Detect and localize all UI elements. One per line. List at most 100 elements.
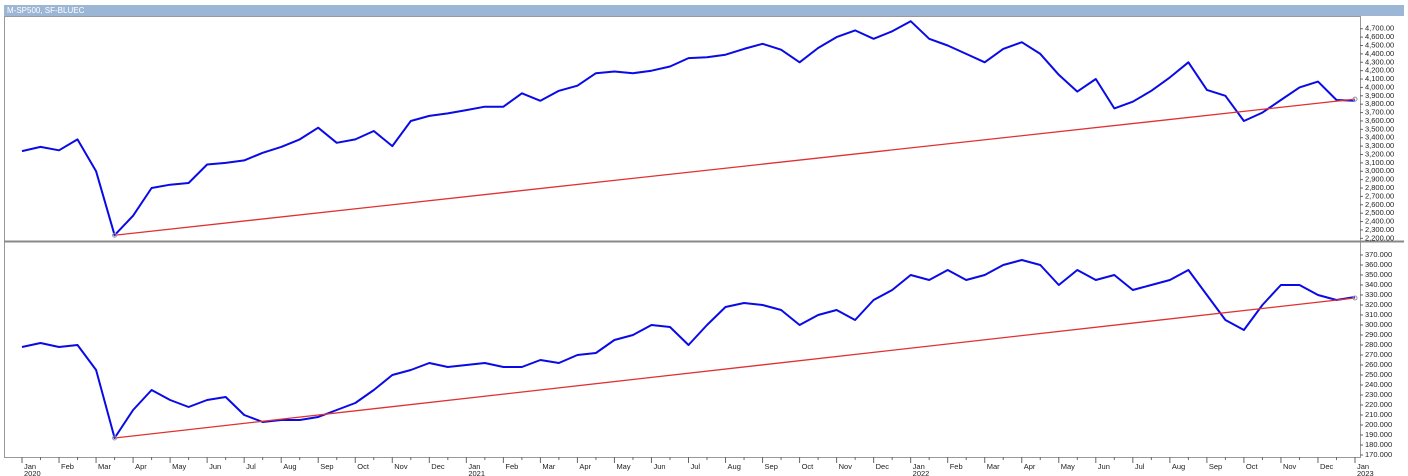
y-tick-label: 4,200.00 <box>1365 66 1394 75</box>
y-tick-label: 220.000 <box>1365 400 1392 409</box>
x-tick-label: Feb <box>61 462 74 471</box>
trend-line <box>114 297 1356 439</box>
y-tick-label: 2,600.00 <box>1365 200 1394 209</box>
x-year-label: 2020 <box>24 469 41 476</box>
y-tick-label: 360.000 <box>1365 260 1392 269</box>
y-tick-label: 2,200.00 <box>1365 233 1394 242</box>
y-tick-label: 300.000 <box>1365 320 1392 329</box>
price-line <box>21 20 1356 237</box>
chart-title: M-SP500, SF-BLUEC <box>7 6 85 15</box>
y-tick-label: 3,400.00 <box>1365 133 1394 142</box>
y-tick-label: 170.000 <box>1365 450 1392 459</box>
x-tick-label: Nov <box>394 462 408 471</box>
y-tick-label: 2,500.00 <box>1365 208 1394 217</box>
x-tick-label: Nov <box>1283 462 1297 471</box>
y-tick-label: 2,400.00 <box>1365 217 1394 226</box>
y-tick-label: 250.000 <box>1365 370 1392 379</box>
x-tick-label: Jun <box>1098 462 1110 471</box>
x-tick-label: Jun <box>653 462 665 471</box>
y-tick-label: 3,200.00 <box>1365 149 1394 158</box>
x-tick-label: Oct <box>802 462 815 471</box>
y-tick-label: 210.000 <box>1365 410 1392 419</box>
trend-line <box>114 98 1356 236</box>
y-tick-label: 3,500.00 <box>1365 124 1394 133</box>
y-tick-label: 3,100.00 <box>1365 158 1394 167</box>
price-line <box>21 259 1356 439</box>
x-tick-label: Sep <box>1209 462 1222 471</box>
y-tick-label: 4,000.00 <box>1365 82 1394 91</box>
x-tick-label: Feb <box>505 462 518 471</box>
title-bar <box>4 5 1404 16</box>
y-tick-label: 350.000 <box>1365 270 1392 279</box>
y-tick-label: 270.000 <box>1365 350 1392 359</box>
trend-anchor <box>112 232 118 238</box>
y-tick-label: 4,300.00 <box>1365 57 1394 66</box>
x-tick-label: Aug <box>728 462 741 471</box>
y-tick-label: 4,600.00 <box>1365 32 1394 41</box>
x-tick-label: Feb <box>950 462 963 471</box>
y-tick-label: 180.000 <box>1365 440 1392 449</box>
x-tick-label: Dec <box>876 462 890 471</box>
x-tick-label: Dec <box>1320 462 1334 471</box>
y-tick-label: 4,700.00 <box>1365 24 1394 33</box>
y-tick-label: 320.000 <box>1365 300 1392 309</box>
x-tick-label: Apr <box>1024 462 1036 471</box>
trend-anchor <box>1352 96 1358 102</box>
y-tick-label: 4,100.00 <box>1365 74 1394 83</box>
y-tick-label: 3,600.00 <box>1365 116 1394 125</box>
y-tick-label: 200.000 <box>1365 420 1392 429</box>
trend-anchor <box>1352 295 1358 301</box>
y-tick-label: 290.000 <box>1365 330 1392 339</box>
y-tick-label: 2,700.00 <box>1365 191 1394 200</box>
y-tick-label: 260.000 <box>1365 360 1392 369</box>
y-tick-label: 3,700.00 <box>1365 108 1394 117</box>
x-tick-label: Jan <box>1357 462 1369 471</box>
x-tick-label: Jul <box>246 462 256 471</box>
y-tick-label: 3,900.00 <box>1365 91 1394 100</box>
y-tick-label: 3,300.00 <box>1365 141 1394 150</box>
x-tick-label: Jan <box>468 462 480 471</box>
x-tick-label: Oct <box>1246 462 1259 471</box>
x-tick-label: Jun <box>209 462 221 471</box>
y-tick-label: 2,900.00 <box>1365 175 1394 184</box>
y-tick-label: 310.000 <box>1365 310 1392 319</box>
y-tick-label: 330.000 <box>1365 290 1392 299</box>
y-tick-label: 280.000 <box>1365 340 1392 349</box>
x-tick-label: May <box>616 462 630 471</box>
y-tick-label: 370.000 <box>1365 250 1392 259</box>
y-tick-label: 2,800.00 <box>1365 183 1394 192</box>
x-tick-label: Sep <box>765 462 778 471</box>
y-tick-label: 340.000 <box>1365 280 1392 289</box>
y-tick-label: 4,500.00 <box>1365 40 1394 49</box>
y-tick-label: 230.000 <box>1365 390 1392 399</box>
y-tick-label: 4,400.00 <box>1365 49 1394 58</box>
x-tick-label: Aug <box>283 462 296 471</box>
x-tick-label: Jan <box>24 462 36 471</box>
x-tick-label: Mar <box>98 462 111 471</box>
y-tick-label: 190.000 <box>1365 430 1392 439</box>
x-tick-label: Apr <box>579 462 591 471</box>
x-tick-label: Nov <box>839 462 853 471</box>
y-tick-label: 240.000 <box>1365 380 1392 389</box>
x-tick-label: Jul <box>1135 462 1145 471</box>
y-tick-label: 3,800.00 <box>1365 99 1394 108</box>
x-tick-label: May <box>1061 462 1075 471</box>
x-year-label: 2021 <box>468 469 485 476</box>
plot-frame <box>4 16 1361 458</box>
x-tick-label: Mar <box>542 462 555 471</box>
x-year-label: 2023 <box>1357 469 1374 476</box>
trend-anchor <box>112 435 118 441</box>
x-tick-label: Dec <box>431 462 445 471</box>
x-tick-label: Jan <box>913 462 925 471</box>
x-tick-label: Sep <box>320 462 333 471</box>
x-tick-label: May <box>172 462 186 471</box>
y-tick-label: 2,300.00 <box>1365 225 1394 234</box>
x-year-label: 2022 <box>913 469 930 476</box>
x-tick-label: Apr <box>135 462 147 471</box>
y-tick-label: 3,000.00 <box>1365 166 1394 175</box>
x-tick-label: Jul <box>691 462 701 471</box>
x-tick-label: Aug <box>1172 462 1185 471</box>
